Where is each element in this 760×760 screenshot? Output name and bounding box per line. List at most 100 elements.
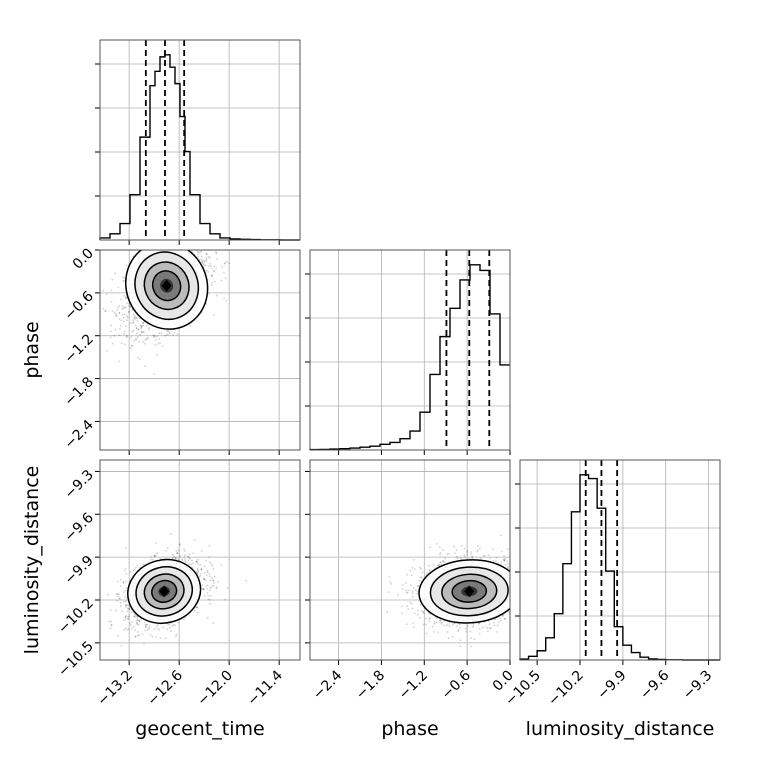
sample-point [433, 631, 436, 633]
sample-point [141, 633, 144, 636]
sample-point [172, 229, 174, 231]
sample-point [200, 550, 203, 552]
sample-point [141, 247, 143, 249]
sample-point [209, 561, 211, 563]
sample-point [136, 619, 139, 622]
sample-point [439, 619, 442, 622]
sample-point [223, 297, 226, 300]
sample-point [205, 258, 207, 261]
sample-point [192, 552, 195, 555]
sample-point [205, 253, 208, 256]
sample-point [151, 247, 153, 249]
sample-point [439, 621, 441, 624]
sample-point [443, 624, 445, 627]
sample-point [432, 564, 435, 566]
sample-point [201, 248, 203, 250]
sample-point [197, 558, 200, 561]
sample-point [194, 245, 196, 247]
sample-point [186, 230, 188, 232]
sample-point [401, 612, 404, 615]
sample-point [167, 330, 170, 332]
sample-point [513, 575, 515, 577]
sample-point [213, 270, 215, 273]
sample-point [153, 555, 156, 558]
sample-point [187, 559, 190, 562]
sample-point [507, 611, 510, 613]
sample-point [136, 622, 139, 625]
sample-point [220, 279, 223, 282]
sample-point [205, 574, 208, 577]
sample-point [176, 333, 179, 336]
sample-point [131, 309, 134, 311]
sample-point [202, 587, 205, 590]
sample-point [531, 591, 533, 593]
sample-point [171, 557, 174, 559]
sample-point [192, 246, 194, 248]
sample-point [443, 561, 446, 563]
sample-point [156, 335, 158, 338]
sample-point [129, 305, 132, 308]
sample-point [500, 534, 502, 537]
sample-point [146, 623, 149, 626]
sample-point [517, 578, 519, 580]
sample-point [177, 246, 179, 248]
sample-point [181, 235, 183, 237]
sample-point [213, 575, 216, 578]
sample-point [500, 561, 502, 564]
sample-point [125, 603, 128, 606]
sample-point [195, 606, 198, 608]
sample-point [155, 542, 158, 544]
sample-point [117, 593, 120, 595]
sample-point [105, 293, 108, 296]
sample-point [125, 319, 128, 322]
sample-point [489, 627, 491, 630]
sample-point [153, 554, 156, 557]
sample-point [173, 331, 176, 334]
sample-point [529, 600, 531, 602]
sample-point [144, 342, 146, 345]
sample-point [163, 334, 166, 337]
sample-point [116, 307, 119, 309]
contour-line [143, 261, 190, 311]
panel-frame [99, 39, 301, 241]
sample-point [201, 588, 204, 590]
sample-point [463, 554, 466, 557]
sample-point [177, 558, 179, 560]
sample-point [120, 342, 123, 345]
sample-point [141, 325, 143, 327]
sample-point [156, 246, 158, 248]
sample-point [138, 619, 141, 622]
sample-point [206, 569, 209, 572]
sample-point [134, 635, 137, 638]
sample-point [205, 585, 208, 587]
sample-point [524, 573, 526, 575]
sample-point [121, 305, 124, 308]
sample-point [137, 340, 140, 343]
sample-point [125, 587, 128, 589]
sample-point [411, 602, 413, 605]
sample-point [188, 552, 191, 555]
sample-point [158, 337, 161, 340]
sample-point [397, 593, 400, 596]
sample-point [213, 269, 215, 272]
sample-point [428, 620, 431, 623]
sample-point [134, 615, 136, 617]
sample-point [501, 615, 504, 618]
sample-point [134, 338, 137, 340]
sample-point [203, 259, 205, 262]
sample-point [405, 582, 407, 584]
sample-point [171, 625, 174, 627]
sample-point [139, 333, 142, 336]
sample-point [129, 608, 131, 611]
histogram-geocent-time [99, 54, 300, 241]
sample-point [159, 341, 162, 344]
sample-point [135, 615, 138, 618]
panel-frame [99, 459, 301, 661]
sample-point [155, 625, 158, 628]
sample-point [186, 240, 188, 242]
sample-point [123, 591, 125, 594]
sample-point [193, 244, 195, 246]
sample-point [208, 589, 211, 592]
sample-point [176, 552, 179, 555]
sample-point [157, 222, 159, 224]
